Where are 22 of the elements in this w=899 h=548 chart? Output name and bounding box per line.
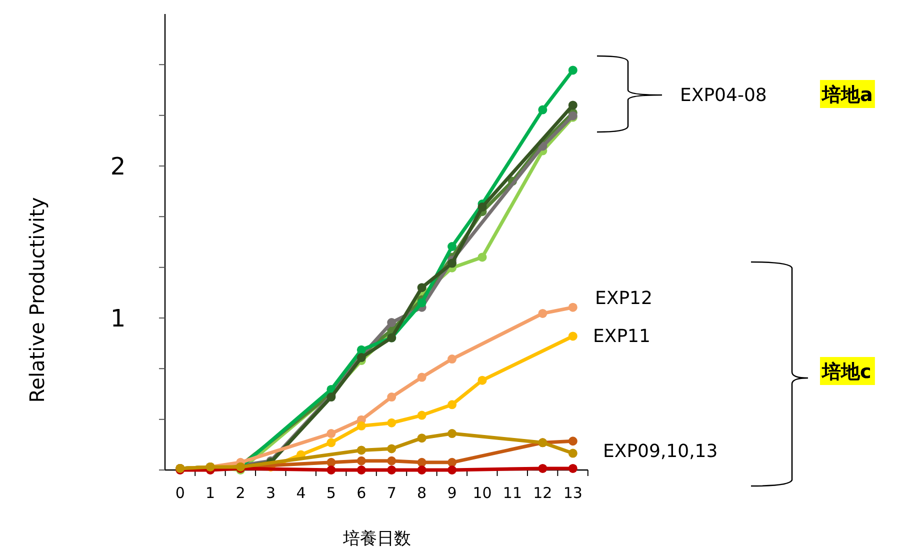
x-tick-label: 7 xyxy=(386,484,396,502)
x-tick-label: 6 xyxy=(356,484,366,502)
x-tick-label: 9 xyxy=(447,484,457,502)
x-tick-label: 4 xyxy=(296,484,306,502)
x-tick-label: 13 xyxy=(563,484,582,502)
y-axis-title: Relative Productivity xyxy=(25,197,49,403)
text: EXP11 xyxy=(593,326,650,347)
x-tick-label: 1 xyxy=(206,484,216,502)
x-tick-label: 10 xyxy=(472,484,492,502)
x-tick-label: 12 xyxy=(533,484,552,502)
text: EXP04-08 xyxy=(680,85,767,106)
x-tick-label: 0 xyxy=(175,484,185,502)
text: EXP12 xyxy=(595,288,652,309)
x-tick-label: 2 xyxy=(236,484,246,502)
text: 培地a xyxy=(821,84,873,106)
x-tick-label: 5 xyxy=(326,484,336,502)
x-tick-label: 8 xyxy=(417,484,427,502)
text: 培地c xyxy=(821,361,872,383)
x-axis-title: 培養日数 xyxy=(342,529,411,548)
text: EXP09,10,13 xyxy=(603,441,718,462)
x-tick-label: 3 xyxy=(266,484,276,502)
x-tick-label: 11 xyxy=(502,484,522,502)
